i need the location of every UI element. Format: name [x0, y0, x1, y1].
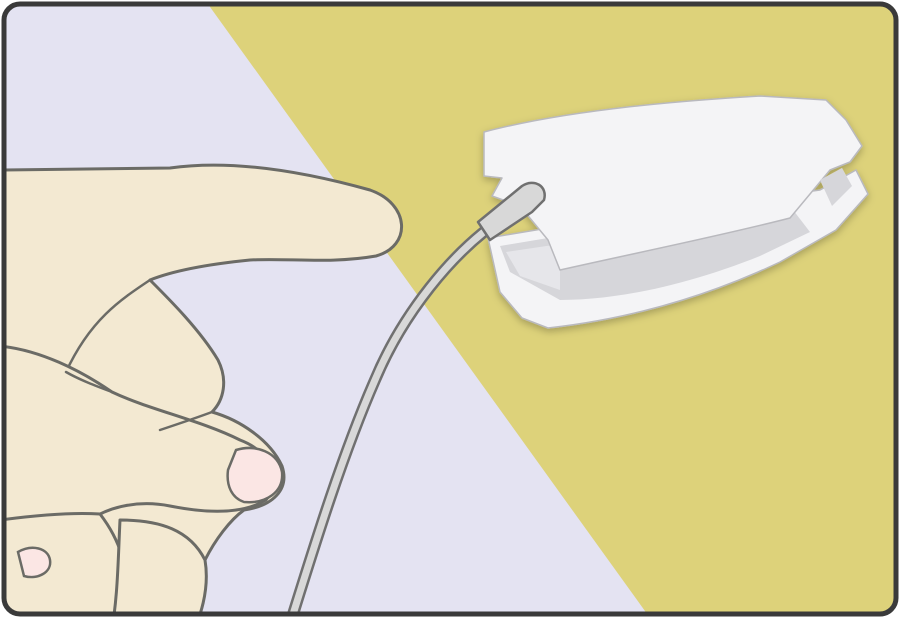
fingernail [226, 446, 284, 504]
sensor-connector-icon [476, 181, 546, 242]
sensor-cable-icon [279, 206, 518, 614]
finger-clip-sensor-icon [483, 95, 869, 329]
hand-icon [4, 163, 403, 614]
